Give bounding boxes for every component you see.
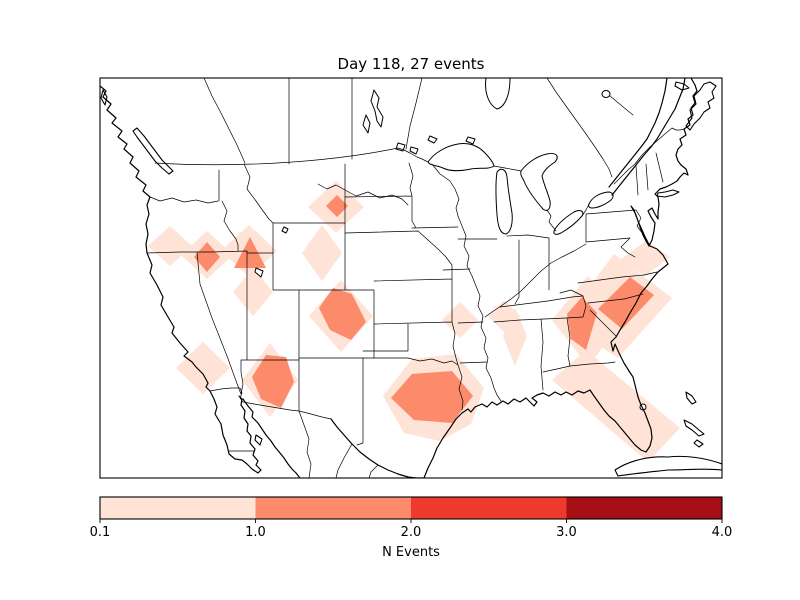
colorbar: 0.1 1.0 2.0 3.0 4.0 N Events (90, 496, 733, 560)
great-salt-lake (254, 267, 264, 278)
mexico-state-borders (228, 410, 379, 478)
event-region-medium (234, 237, 266, 268)
event-region-light (442, 302, 478, 338)
lake-of-the-woods (395, 142, 406, 152)
mexico-gulf-of-california-coastline (242, 398, 301, 478)
us-mexico-border (209, 387, 332, 420)
chart-title: Day 118, 27 events (338, 55, 485, 73)
map-frame (99, 77, 723, 479)
lake-manitoba (362, 114, 371, 134)
state-borders-plains (344, 162, 488, 446)
lake-ontario (588, 191, 614, 209)
tiburon-island (254, 434, 263, 446)
lake-nipigon (427, 135, 438, 144)
lake-huron (520, 153, 558, 211)
colorbar-segment (100, 497, 256, 519)
event-region-medium (326, 195, 348, 217)
colorbar-tick-label: 3.0 (556, 525, 577, 540)
detroit-river (546, 209, 557, 232)
basemap (100, 78, 722, 478)
colorbar-segments (100, 497, 722, 519)
lake-superior (427, 143, 495, 172)
st-lawrence-river (608, 78, 686, 196)
small-lake-ontario-north (465, 136, 476, 145)
event-region-medium (567, 297, 597, 350)
colorbar-tick-label: 1.0 (245, 525, 266, 540)
event-region-medium (252, 355, 294, 408)
colorbar-ticks: 0.1 1.0 2.0 3.0 4.0 (90, 519, 733, 540)
nova-scotia (685, 81, 717, 131)
lake-winnipeg (370, 89, 384, 128)
event-region-light (148, 226, 192, 266)
event-region-light (302, 225, 342, 281)
canada-province-borders (203, 78, 613, 178)
rio-grande-border (330, 418, 425, 478)
ohio-river (484, 243, 587, 318)
event-region-medium (598, 277, 654, 329)
colorbar-segment (566, 497, 722, 519)
rainy-lake (409, 146, 419, 155)
lac-saint-jean (601, 90, 611, 98)
event-region-light (503, 308, 527, 366)
event-region-medium (194, 242, 220, 272)
yellowstone-lake (281, 226, 289, 234)
gulf-and-atlantic-coastline (423, 78, 698, 478)
niagara-river (581, 203, 590, 217)
bahamas-islands (683, 391, 705, 448)
colorbar-axis-label: N Events (382, 545, 440, 560)
pacific-coastline (100, 85, 211, 392)
saguenay-river (609, 95, 634, 116)
us-canada-border (154, 127, 685, 185)
vancouver-island (132, 127, 174, 175)
mississippi-river (457, 215, 502, 402)
event-regions (148, 181, 680, 462)
james-bay (485, 78, 511, 110)
state-borders-east (431, 152, 664, 391)
event-region-medium (391, 371, 473, 423)
st-marys-river (493, 165, 522, 172)
event-region-light (233, 268, 273, 316)
lake-erie (553, 210, 584, 235)
missouri-river (317, 183, 409, 206)
colorbar-segment (255, 497, 411, 519)
lake-michigan (495, 168, 513, 235)
event-region-light (552, 350, 680, 462)
event-region-light (176, 342, 230, 394)
colorbar-tick-label: 2.0 (401, 525, 422, 540)
colorbar-tick-label: 4.0 (712, 525, 733, 540)
cuba (614, 455, 722, 477)
colorbar-segment (411, 497, 567, 519)
colorbar-tick-label: 0.1 (90, 525, 111, 540)
baja-california-coastline (209, 390, 262, 474)
long-island (656, 189, 680, 198)
event-region-medium (319, 288, 366, 340)
anticosti-island (674, 81, 690, 91)
